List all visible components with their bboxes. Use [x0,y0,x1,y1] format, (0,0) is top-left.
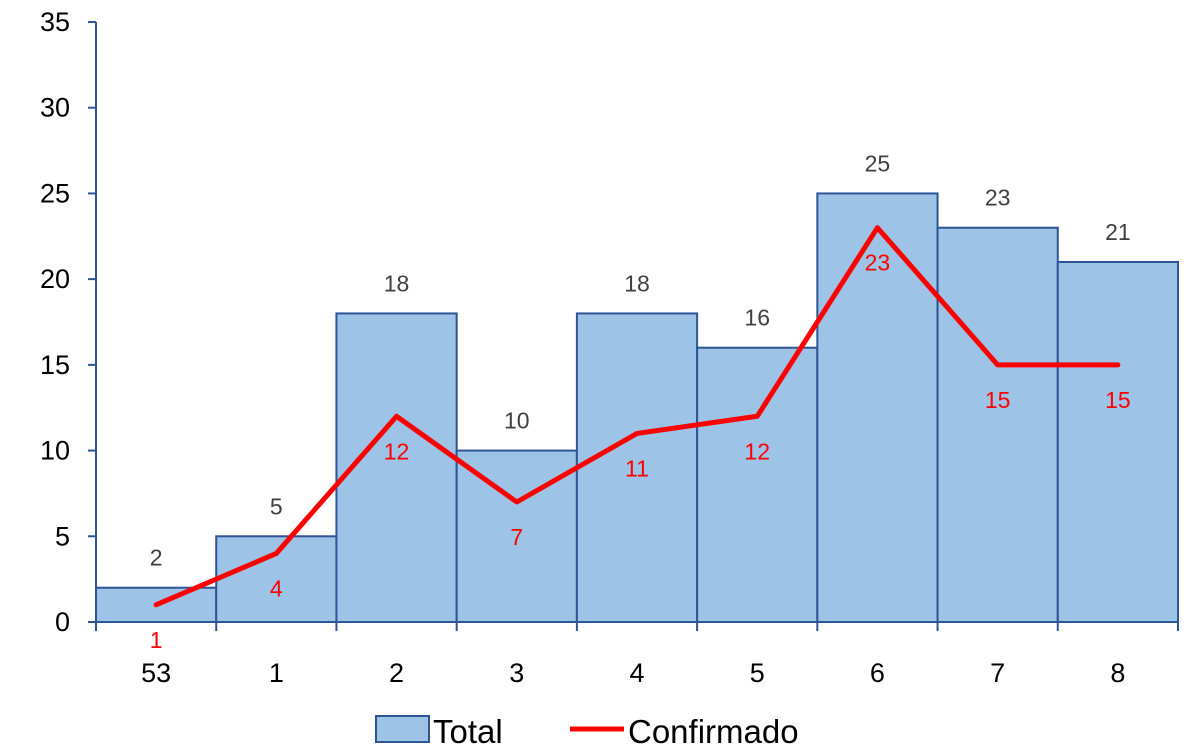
y-tick-label-0: 0 [55,607,70,637]
bar-label-2: 18 [384,270,410,296]
x-tick-label-3: 3 [509,658,524,688]
line-label-7: 15 [985,387,1011,413]
line-label-1: 4 [270,575,283,601]
bar-4 [575,312,699,623]
y-tick-label-5: 5 [55,521,70,551]
legend-label-confirmado: Confirmado [628,713,799,750]
bar-label-8: 21 [1105,219,1131,245]
y-tick-label-30: 30 [40,93,70,123]
line-label-8: 15 [1105,387,1131,413]
y-tick-label-25: 25 [40,178,70,208]
x-tick-label-7: 7 [990,658,1005,688]
bar-8 [1056,261,1180,623]
line-label-53: 1 [150,627,163,653]
x-tick-label-4: 4 [629,658,644,688]
legend-swatch-total [375,715,430,743]
line-label-6: 23 [865,250,891,276]
series-line-confirmado [153,225,1121,608]
legend-label-total: Total [433,713,503,750]
line-label-2: 12 [384,438,410,464]
line-layer [153,225,1121,608]
bar-label-3: 10 [504,408,530,434]
x-tick-label-2: 2 [389,658,404,688]
bar-2 [335,312,458,623]
bar-label-53: 2 [150,545,163,571]
bars-layer [95,192,1180,624]
bar-label-4: 18 [624,270,650,296]
bar-6 [816,192,939,624]
x-tick-label-1: 1 [269,658,284,688]
line-label-4: 11 [625,455,649,481]
y-tick-label-15: 15 [40,350,70,380]
bar-label-6: 25 [865,150,891,176]
legend: Total Confirmado [375,713,799,750]
x-tick-label-6: 6 [870,658,885,688]
line-label-3: 7 [510,524,523,550]
x-tick-label-5: 5 [750,658,765,688]
y-tick-label-20: 20 [40,264,70,294]
bar-5 [696,346,819,623]
bar-label-7: 23 [985,185,1011,211]
line-label-5: 12 [744,438,770,464]
bar-label-1: 5 [270,493,283,519]
x-tick-label-53: 53 [141,658,171,688]
y-tick-label-10: 10 [40,436,70,466]
bar-label-5: 16 [744,305,770,331]
x-tick-label-8: 8 [1110,658,1125,688]
bar-7 [936,226,1059,623]
y-tick-label-35: 35 [40,7,70,37]
